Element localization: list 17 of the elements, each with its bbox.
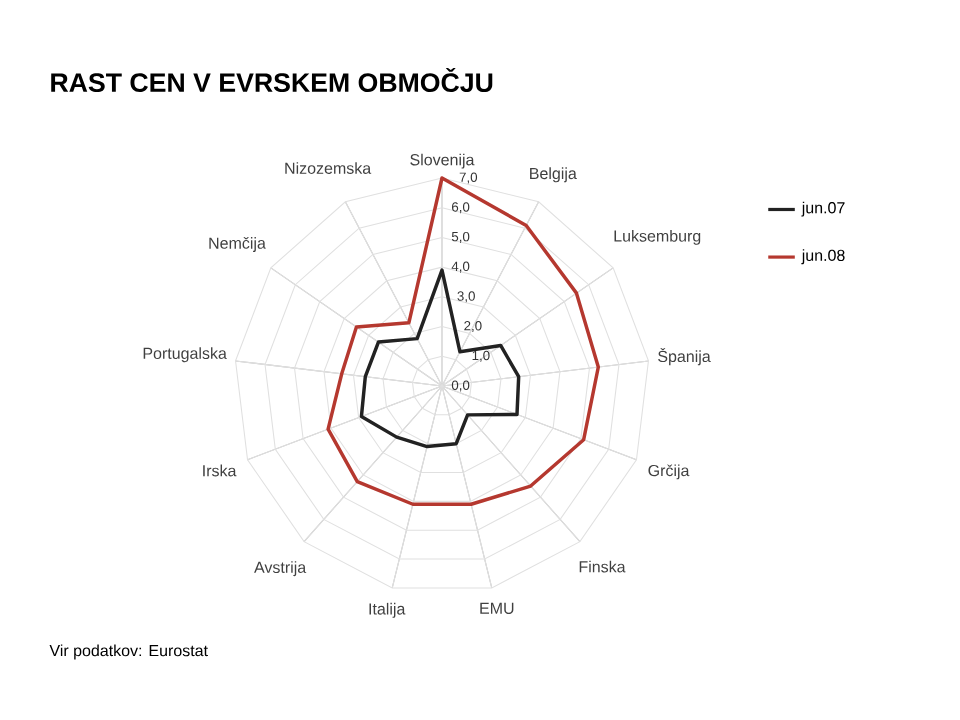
spoke-label: Španija: [658, 347, 711, 366]
chart-title: RAST CEN V EVRSKEM OBMOČJU: [51, 67, 493, 93]
spoke-label: Irska: [203, 464, 237, 477]
legend-label: jun.07: [801, 201, 845, 217]
legend-label: jun.08: [801, 249, 845, 265]
spoke-label: Belgija: [530, 167, 577, 183]
spoke-label: Finska: [579, 560, 626, 573]
spoke-label: Grčija: [648, 464, 690, 480]
spoke-label: Nizozemska: [285, 162, 372, 174]
spoke-label: EMU: [480, 602, 514, 614]
spoke-label: Nemčija: [209, 236, 266, 252]
text: Vir podatkov: Eurostat: [49, 644, 208, 660]
spoke-label: Luksemburg: [614, 229, 701, 245]
spoke-label: Portugalska: [143, 347, 227, 363]
spoke-label: Italija: [369, 602, 406, 618]
spoke-label: Slovenija: [410, 153, 475, 169]
spoke-label: Avstrija: [254, 561, 307, 577]
